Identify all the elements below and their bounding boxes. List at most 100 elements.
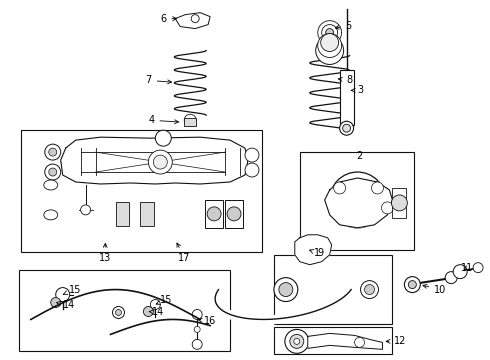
Circle shape xyxy=(194,327,200,332)
Circle shape xyxy=(347,190,368,210)
Polygon shape xyxy=(330,19,335,32)
Polygon shape xyxy=(325,178,392,228)
Polygon shape xyxy=(330,23,340,32)
Circle shape xyxy=(184,114,196,126)
Circle shape xyxy=(473,263,483,273)
Polygon shape xyxy=(330,32,340,42)
Circle shape xyxy=(321,33,339,51)
Circle shape xyxy=(49,148,57,156)
Circle shape xyxy=(153,155,167,169)
Bar xyxy=(21,130,262,252)
Circle shape xyxy=(365,285,374,294)
Circle shape xyxy=(245,148,259,162)
Text: 14: 14 xyxy=(57,300,75,310)
Polygon shape xyxy=(330,32,335,46)
Text: 1: 1 xyxy=(310,248,320,258)
Polygon shape xyxy=(316,32,330,37)
Text: 15: 15 xyxy=(63,284,81,294)
Polygon shape xyxy=(330,28,343,32)
Bar xyxy=(141,202,154,226)
Circle shape xyxy=(319,23,340,42)
Circle shape xyxy=(330,172,386,228)
Polygon shape xyxy=(320,32,330,42)
Circle shape xyxy=(274,278,298,302)
Circle shape xyxy=(192,310,202,319)
Text: 2: 2 xyxy=(357,151,363,161)
Polygon shape xyxy=(316,28,330,32)
Ellipse shape xyxy=(44,210,58,220)
Circle shape xyxy=(355,337,365,347)
Circle shape xyxy=(408,280,416,289)
Circle shape xyxy=(322,24,338,41)
Bar xyxy=(340,71,354,125)
Polygon shape xyxy=(61,137,248,184)
Circle shape xyxy=(445,272,457,284)
Bar xyxy=(274,255,392,324)
Text: 9: 9 xyxy=(318,248,324,258)
Text: 17: 17 xyxy=(177,243,191,263)
Circle shape xyxy=(245,163,259,177)
Text: 8: 8 xyxy=(338,75,353,85)
Circle shape xyxy=(113,306,124,319)
Circle shape xyxy=(340,182,375,218)
Polygon shape xyxy=(295,235,332,265)
Bar xyxy=(392,188,406,218)
Text: 12: 12 xyxy=(386,336,407,346)
Polygon shape xyxy=(308,333,383,349)
Text: 16: 16 xyxy=(198,316,217,327)
Polygon shape xyxy=(325,32,330,46)
Bar xyxy=(19,270,230,351)
Circle shape xyxy=(404,276,420,293)
Circle shape xyxy=(49,168,57,176)
Circle shape xyxy=(56,288,70,302)
Circle shape xyxy=(343,124,350,132)
Text: 4: 4 xyxy=(148,115,178,125)
Bar xyxy=(205,200,223,228)
Circle shape xyxy=(392,195,407,211)
Circle shape xyxy=(294,338,300,345)
Circle shape xyxy=(116,310,122,315)
Circle shape xyxy=(81,205,91,215)
Circle shape xyxy=(279,283,293,297)
Circle shape xyxy=(324,27,336,39)
Circle shape xyxy=(334,182,345,194)
Text: 6: 6 xyxy=(160,14,176,24)
Bar xyxy=(116,202,129,226)
Circle shape xyxy=(340,121,354,135)
Bar xyxy=(184,118,196,126)
Circle shape xyxy=(304,242,316,254)
Circle shape xyxy=(45,164,61,180)
Polygon shape xyxy=(330,32,343,37)
Circle shape xyxy=(148,150,172,174)
Polygon shape xyxy=(175,13,210,28)
Circle shape xyxy=(361,280,378,298)
Circle shape xyxy=(318,33,342,58)
Text: 15: 15 xyxy=(156,294,172,305)
Circle shape xyxy=(207,207,221,221)
Circle shape xyxy=(191,15,199,23)
Circle shape xyxy=(371,182,384,194)
Circle shape xyxy=(453,265,467,279)
Circle shape xyxy=(192,339,202,349)
Text: 3: 3 xyxy=(351,85,364,95)
Polygon shape xyxy=(325,19,330,32)
Text: 14: 14 xyxy=(149,307,165,318)
Text: 5: 5 xyxy=(335,21,352,31)
Circle shape xyxy=(382,202,393,214)
Circle shape xyxy=(285,329,309,353)
Circle shape xyxy=(227,207,241,221)
Text: 7: 7 xyxy=(146,75,172,85)
Bar xyxy=(225,200,243,228)
Circle shape xyxy=(155,130,172,146)
Text: 10: 10 xyxy=(423,284,446,294)
Circle shape xyxy=(326,28,334,37)
Text: 13: 13 xyxy=(98,243,111,263)
Text: 11: 11 xyxy=(461,263,473,273)
Circle shape xyxy=(290,334,304,348)
Circle shape xyxy=(300,238,319,258)
Circle shape xyxy=(51,298,61,307)
Polygon shape xyxy=(320,23,330,32)
Polygon shape xyxy=(318,21,342,45)
Circle shape xyxy=(316,37,343,64)
Bar xyxy=(300,152,415,250)
